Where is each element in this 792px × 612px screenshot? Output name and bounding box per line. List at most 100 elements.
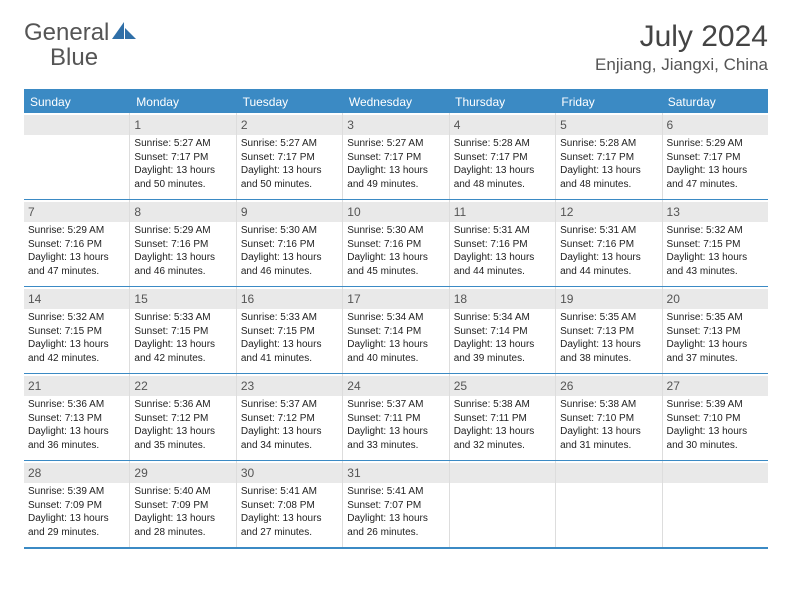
day-number: 1	[134, 118, 141, 132]
brand-logo: GeneralBlue	[24, 20, 136, 70]
day-sun-info: Sunrise: 5:36 AMSunset: 7:13 PMDaylight:…	[28, 398, 125, 452]
calendar-day-cell: 23Sunrise: 5:37 AMSunset: 7:12 PMDayligh…	[237, 374, 343, 460]
daylight-text: Daylight: 13 hours and 31 minutes.	[560, 425, 657, 452]
day-number-bar: 23	[237, 376, 342, 396]
daylight-text: Daylight: 13 hours and 47 minutes.	[667, 164, 764, 191]
day-number-bar: 14	[24, 289, 129, 309]
day-sun-info: Sunrise: 5:33 AMSunset: 7:15 PMDaylight:…	[241, 311, 338, 365]
calendar-day-cell: 21Sunrise: 5:36 AMSunset: 7:13 PMDayligh…	[24, 374, 130, 460]
sunrise-text: Sunrise: 5:34 AM	[454, 311, 551, 325]
sunset-text: Sunset: 7:17 PM	[134, 151, 231, 165]
day-sun-info: Sunrise: 5:36 AMSunset: 7:12 PMDaylight:…	[134, 398, 231, 452]
calendar-week-row: 1Sunrise: 5:27 AMSunset: 7:17 PMDaylight…	[24, 113, 768, 200]
sunrise-text: Sunrise: 5:27 AM	[134, 137, 231, 151]
daylight-text: Daylight: 13 hours and 38 minutes.	[560, 338, 657, 365]
day-number-bar: 11	[450, 202, 555, 222]
day-number-bar: 20	[663, 289, 768, 309]
calendar-day-cell: 14Sunrise: 5:32 AMSunset: 7:15 PMDayligh…	[24, 287, 130, 373]
calendar-day-cell: 11Sunrise: 5:31 AMSunset: 7:16 PMDayligh…	[450, 200, 556, 286]
daylight-text: Daylight: 13 hours and 47 minutes.	[28, 251, 125, 278]
day-number: 8	[134, 205, 141, 219]
calendar-day-cell: 12Sunrise: 5:31 AMSunset: 7:16 PMDayligh…	[556, 200, 662, 286]
day-sun-info: Sunrise: 5:29 AMSunset: 7:16 PMDaylight:…	[134, 224, 231, 278]
calendar-day-cell	[24, 113, 130, 199]
calendar-day-cell: 17Sunrise: 5:34 AMSunset: 7:14 PMDayligh…	[343, 287, 449, 373]
calendar-day-cell: 10Sunrise: 5:30 AMSunset: 7:16 PMDayligh…	[343, 200, 449, 286]
day-sun-info: Sunrise: 5:41 AMSunset: 7:07 PMDaylight:…	[347, 485, 444, 539]
sunset-text: Sunset: 7:17 PM	[560, 151, 657, 165]
sunset-text: Sunset: 7:16 PM	[560, 238, 657, 252]
calendar-week-row: 7Sunrise: 5:29 AMSunset: 7:16 PMDaylight…	[24, 200, 768, 287]
day-number-bar: 7	[24, 202, 129, 222]
day-number: 3	[347, 118, 354, 132]
sunset-text: Sunset: 7:17 PM	[347, 151, 444, 165]
day-number-bar: 31	[343, 463, 448, 483]
sunset-text: Sunset: 7:09 PM	[28, 499, 125, 513]
daylight-text: Daylight: 13 hours and 40 minutes.	[347, 338, 444, 365]
daylight-text: Daylight: 13 hours and 27 minutes.	[241, 512, 338, 539]
day-number-bar	[663, 463, 768, 483]
day-number: 24	[347, 379, 360, 393]
daylight-text: Daylight: 13 hours and 44 minutes.	[560, 251, 657, 278]
day-sun-info: Sunrise: 5:29 AMSunset: 7:17 PMDaylight:…	[667, 137, 764, 191]
month-year: July 2024	[595, 20, 768, 53]
daylight-text: Daylight: 13 hours and 46 minutes.	[241, 251, 338, 278]
day-number-bar: 19	[556, 289, 661, 309]
sunset-text: Sunset: 7:15 PM	[28, 325, 125, 339]
day-number-bar: 22	[130, 376, 235, 396]
day-sun-info: Sunrise: 5:39 AMSunset: 7:09 PMDaylight:…	[28, 485, 125, 539]
sunrise-text: Sunrise: 5:35 AM	[560, 311, 657, 325]
sunrise-text: Sunrise: 5:41 AM	[241, 485, 338, 499]
sunrise-text: Sunrise: 5:32 AM	[667, 224, 764, 238]
day-number: 20	[667, 292, 680, 306]
daylight-text: Daylight: 13 hours and 26 minutes.	[347, 512, 444, 539]
day-sun-info: Sunrise: 5:30 AMSunset: 7:16 PMDaylight:…	[241, 224, 338, 278]
sunrise-text: Sunrise: 5:30 AM	[241, 224, 338, 238]
weekday-header: Saturday	[662, 91, 768, 113]
day-sun-info: Sunrise: 5:38 AMSunset: 7:10 PMDaylight:…	[560, 398, 657, 452]
calendar-day-cell: 8 Sunrise: 5:29 AMSunset: 7:16 PMDaylight…	[130, 200, 236, 286]
calendar-week-row: 21Sunrise: 5:36 AMSunset: 7:13 PMDayligh…	[24, 374, 768, 461]
day-number: 22	[134, 379, 147, 393]
sunset-text: Sunset: 7:12 PM	[134, 412, 231, 426]
day-sun-info: Sunrise: 5:34 AMSunset: 7:14 PMDaylight:…	[347, 311, 444, 365]
day-sun-info: Sunrise: 5:34 AMSunset: 7:14 PMDaylight:…	[454, 311, 551, 365]
day-number: 30	[241, 466, 254, 480]
day-number-bar: 9	[237, 202, 342, 222]
daylight-text: Daylight: 13 hours and 29 minutes.	[28, 512, 125, 539]
day-sun-info: Sunrise: 5:32 AMSunset: 7:15 PMDaylight:…	[667, 224, 764, 278]
day-sun-info: Sunrise: 5:37 AMSunset: 7:12 PMDaylight:…	[241, 398, 338, 452]
calendar-day-cell: 1 Sunrise: 5:27 AMSunset: 7:17 PMDaylight…	[130, 113, 236, 199]
sunset-text: Sunset: 7:12 PM	[241, 412, 338, 426]
sunset-text: Sunset: 7:09 PM	[134, 499, 231, 513]
calendar-day-cell: 28Sunrise: 5:39 AMSunset: 7:09 PMDayligh…	[24, 461, 130, 547]
day-number-bar: 13	[663, 202, 768, 222]
calendar-week-row: 28Sunrise: 5:39 AMSunset: 7:09 PMDayligh…	[24, 461, 768, 547]
day-number-bar: 27	[663, 376, 768, 396]
day-number-bar: 4	[450, 115, 555, 135]
daylight-text: Daylight: 13 hours and 28 minutes.	[134, 512, 231, 539]
weekday-header: Thursday	[449, 91, 555, 113]
daylight-text: Daylight: 13 hours and 50 minutes.	[134, 164, 231, 191]
day-number: 12	[560, 205, 573, 219]
daylight-text: Daylight: 13 hours and 41 minutes.	[241, 338, 338, 365]
sunset-text: Sunset: 7:16 PM	[454, 238, 551, 252]
day-number-bar: 15	[130, 289, 235, 309]
day-sun-info: Sunrise: 5:29 AMSunset: 7:16 PMDaylight:…	[28, 224, 125, 278]
sunset-text: Sunset: 7:15 PM	[241, 325, 338, 339]
day-number-bar: 21	[24, 376, 129, 396]
sunrise-text: Sunrise: 5:36 AM	[28, 398, 125, 412]
day-sun-info: Sunrise: 5:38 AMSunset: 7:11 PMDaylight:…	[454, 398, 551, 452]
day-number: 25	[454, 379, 467, 393]
day-number: 16	[241, 292, 254, 306]
day-number-bar: 6	[663, 115, 768, 135]
weekday-header: Wednesday	[343, 91, 449, 113]
day-number-bar	[450, 463, 555, 483]
daylight-text: Daylight: 13 hours and 34 minutes.	[241, 425, 338, 452]
sunrise-text: Sunrise: 5:33 AM	[241, 311, 338, 325]
title-block: July 2024 Enjiang, Jiangxi, China	[595, 20, 768, 75]
sunrise-text: Sunrise: 5:37 AM	[241, 398, 338, 412]
day-number: 13	[667, 205, 680, 219]
daylight-text: Daylight: 13 hours and 37 minutes.	[667, 338, 764, 365]
day-number: 14	[28, 292, 41, 306]
